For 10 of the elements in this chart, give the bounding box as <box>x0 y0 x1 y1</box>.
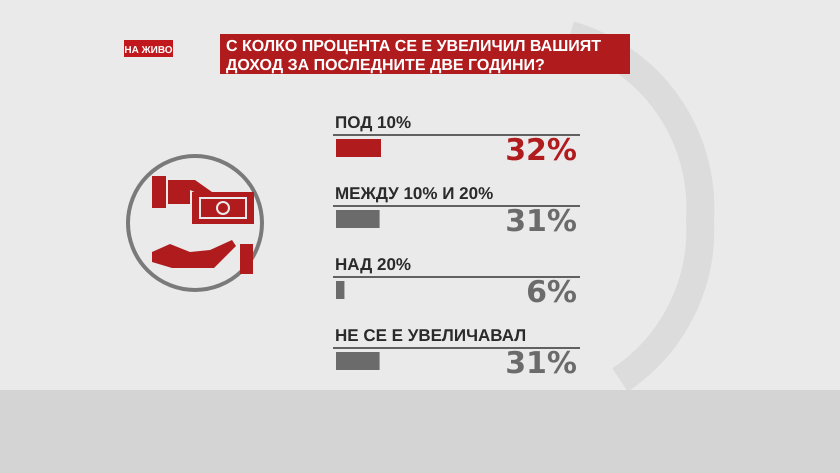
text: С КОЛКО ПРОЦЕНТА СЕ Е УВЕЛИЧИЛ ВАШИЯТ ДОХОД ЗА ПОСЛЕДНИТЕ ДВЕ ГОДИНИ? <box>226 38 602 74</box>
y-tick-label: НЕ СЕ Е УВЕЛИЧАВАЛ <box>335 326 526 345</box>
y-tick-label: МЕЖДУ 10% И 20% <box>335 184 494 203</box>
data-label: 31% <box>505 346 577 381</box>
y-tick-label: НАД 20% <box>335 255 412 274</box>
data-label: 32% <box>505 133 577 168</box>
data-label: 6% <box>526 275 577 310</box>
y-tick-label: ПОД 10% <box>335 113 412 132</box>
data-label: 31% <box>505 204 577 239</box>
text: НА ЖИВО <box>124 45 173 56</box>
